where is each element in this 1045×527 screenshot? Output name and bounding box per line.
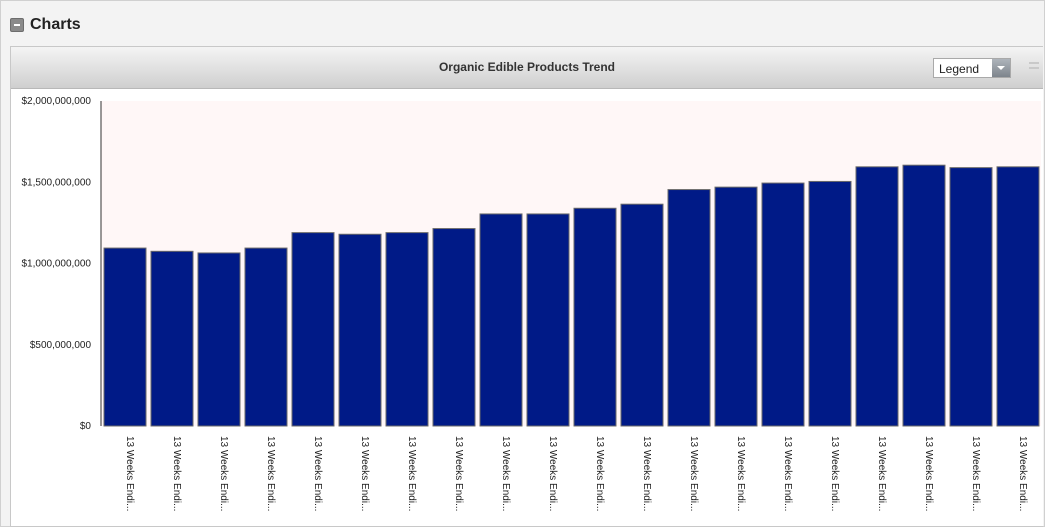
bar [338,233,382,427]
bar [385,232,429,427]
x-tick-label: 13 Weeks Endi... [312,436,323,511]
section-title: Charts [30,16,81,33]
bar [902,164,946,427]
bar [103,247,147,427]
bar [244,247,288,427]
plot-area [101,101,1041,426]
x-tick-label: 13 Weeks Endi... [500,436,511,511]
bar [996,166,1040,427]
chart-title: Organic Edible Products Trend [438,60,616,74]
chart-panel-header: Organic Edible Products Trend Legend [11,47,1043,89]
bar [150,250,194,427]
x-tick-label: 13 Weeks Endi... [923,436,934,511]
y-tick-label: $2,000,000,000 [21,96,91,107]
legend-dropdown-value: Legend [939,62,980,76]
collapse-icon[interactable] [10,18,24,32]
bar [761,182,805,427]
bar [291,232,335,427]
legend-dropdown[interactable]: Legend [933,58,1011,78]
bar [855,166,899,427]
bar [432,228,476,427]
chevron-down-icon[interactable] [992,59,1010,77]
x-tick-label: 13 Weeks Endi... [171,436,182,511]
bar [526,213,570,427]
bar [949,167,993,427]
x-tick-label: 13 Weeks Endi... [970,436,981,511]
bar [808,180,852,427]
bar [714,186,758,427]
x-tick-label: 13 Weeks Endi... [406,436,417,511]
x-tick-label: 13 Weeks Endi... [876,436,887,511]
x-tick-label: 13 Weeks Endi... [688,436,699,511]
x-tick-label: 13 Weeks Endi... [1017,436,1028,511]
x-tick-label: 13 Weeks Endi... [782,436,793,511]
y-tick-label: $500,000,000 [30,340,92,351]
y-tick-label: $0 [80,421,92,432]
x-tick-label: 13 Weeks Endi... [547,436,558,511]
y-tick-label: $1,000,000,000 [21,259,91,270]
x-tick-label: 13 Weeks Endi... [829,436,840,511]
x-tick-label: 13 Weeks Endi... [641,436,652,511]
x-tick-label: 13 Weeks Endi... [124,436,135,511]
x-tick-label: 13 Weeks Endi... [359,436,370,511]
x-tick-label: 13 Weeks Endi... [735,436,746,511]
bar [573,207,617,427]
bar [197,252,241,427]
bar [667,189,711,427]
x-tick-label: 13 Weeks Endi... [594,436,605,511]
chart-options-icon[interactable] [1029,59,1041,77]
x-tick-label: 13 Weeks Endi... [265,436,276,511]
x-tick-label: 13 Weeks Endi... [453,436,464,511]
y-tick-label: $1,500,000,000 [21,177,91,188]
bar [479,213,523,427]
bar [620,203,664,427]
x-tick-label: 13 Weeks Endi... [218,436,229,511]
charts-section-header: Charts [10,14,81,36]
